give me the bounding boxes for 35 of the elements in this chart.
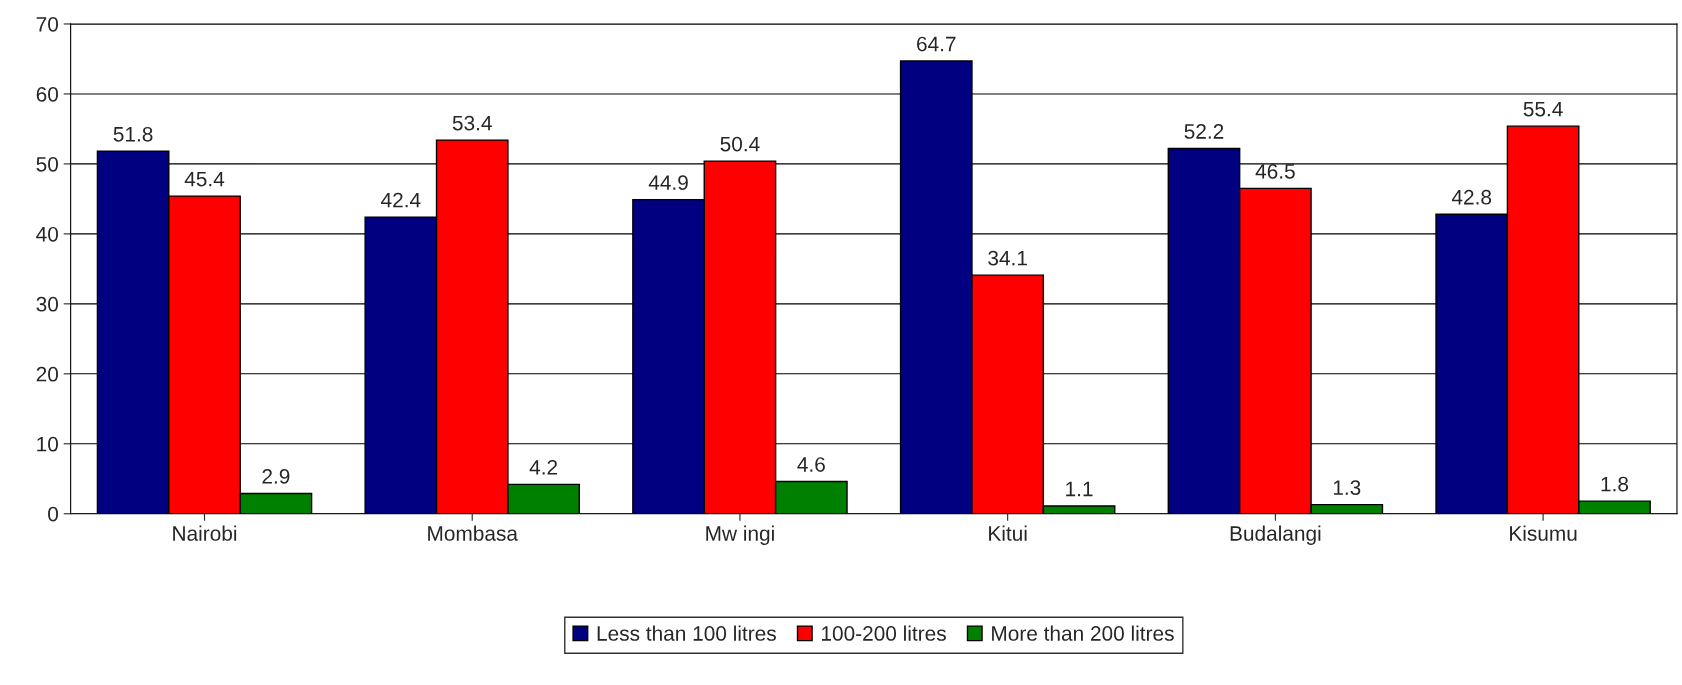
x-tick-label: Mw ingi <box>706 525 774 545</box>
data-label: 64.7 <box>917 36 956 52</box>
y-tick-label: 40 <box>36 226 59 242</box>
data-label: 1.1 <box>1066 481 1093 497</box>
data-label: 1.8 <box>1601 476 1629 492</box>
y-tick-label: 30 <box>36 296 59 312</box>
data-label: 1.3 <box>1333 480 1361 495</box>
data-label: 2.9 <box>262 469 290 484</box>
legend-label: 100-200 litres <box>822 625 946 641</box>
x-tick-label: Mombasa <box>428 525 518 541</box>
data-label: 4.2 <box>529 459 558 475</box>
data-label: 44.9 <box>648 175 688 190</box>
x-tick-label: Kisumu <box>1510 525 1577 541</box>
y-tick-label: 0 <box>48 506 59 522</box>
y-tick-label: 10 <box>37 436 59 452</box>
data-label: 52.2 <box>1184 124 1224 139</box>
data-label: 46.5 <box>1255 163 1295 179</box>
data-label: 45.4 <box>184 171 225 187</box>
y-tick-label: 20 <box>36 366 59 382</box>
data-label: 53.4 <box>452 115 492 131</box>
y-tick-label: 70 <box>36 16 59 32</box>
data-label: 34.1 <box>988 250 1027 266</box>
data-label: 42.4 <box>381 192 421 208</box>
y-tick-label: 50 <box>36 156 59 172</box>
data-label: 4.6 <box>797 457 825 472</box>
data-label: 51.8 <box>113 126 153 142</box>
legend-label: More than 200 litres <box>992 625 1174 641</box>
x-tick-label: Kitui <box>989 525 1027 541</box>
x-tick-label: Nairobi <box>173 525 237 541</box>
y-tick-label: 60 <box>36 86 59 102</box>
x-tick-label: Budalangi <box>1230 525 1321 545</box>
data-label: 55.4 <box>1523 101 1563 117</box>
data-label: 50.4 <box>720 136 760 152</box>
data-label: 42.8 <box>1451 189 1492 205</box>
legend-label: Less than 100 litres <box>597 625 776 641</box>
